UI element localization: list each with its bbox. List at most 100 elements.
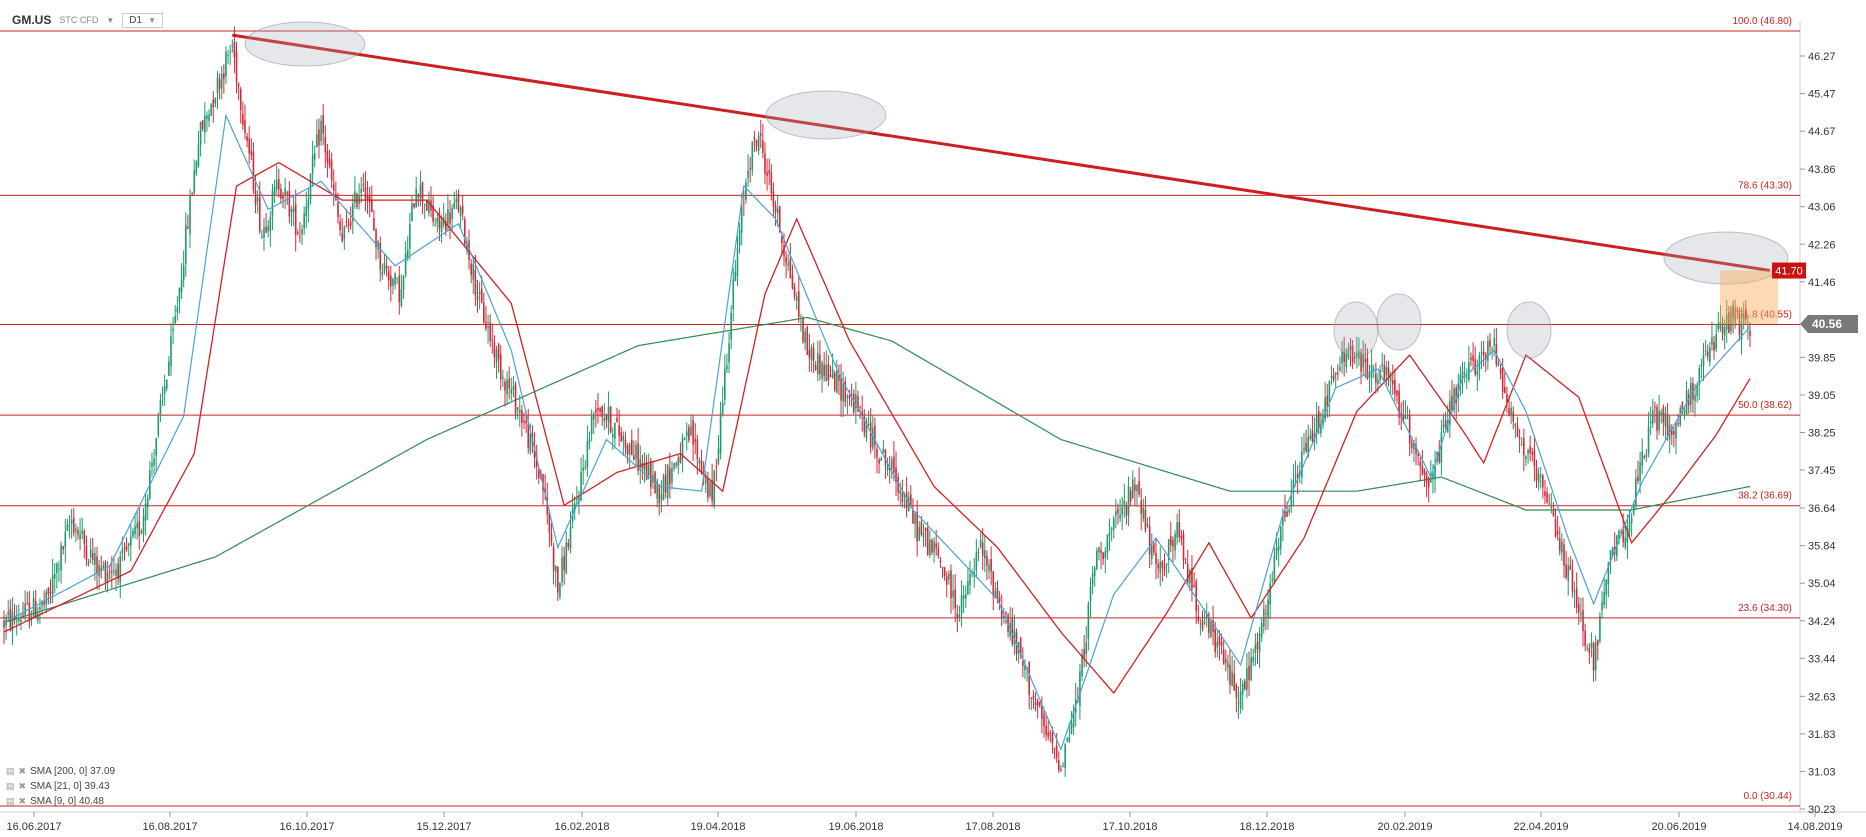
symbol-label[interactable]: GM.US bbox=[12, 13, 52, 27]
candle-body bbox=[840, 377, 842, 401]
legend-item[interactable]: ▤ ✖ SMA [21, 0] 39.43 bbox=[6, 779, 115, 794]
y-tick-label: 32.63 bbox=[1808, 691, 1836, 703]
candle-body bbox=[1383, 365, 1386, 381]
chevron-down-icon: ▼ bbox=[148, 15, 156, 25]
candle-body bbox=[1664, 412, 1667, 427]
candle-body bbox=[825, 365, 828, 382]
legend-item[interactable]: ▤ ✖ SMA [9, 0] 40.48 bbox=[6, 794, 115, 809]
candle-body bbox=[66, 524, 69, 531]
candle-body bbox=[535, 454, 538, 467]
candle-body bbox=[170, 336, 172, 367]
candle-body bbox=[1605, 579, 1608, 595]
candle-body bbox=[624, 439, 627, 448]
y-tick-label: 43.06 bbox=[1808, 202, 1836, 214]
candle-body bbox=[108, 571, 111, 573]
candle-body bbox=[497, 343, 500, 360]
candle-body bbox=[174, 316, 177, 324]
candle-body bbox=[1533, 449, 1536, 467]
candle-body bbox=[1315, 415, 1318, 435]
candle-body bbox=[1303, 448, 1305, 451]
sma-200-path bbox=[3, 316, 1751, 624]
candle-body bbox=[231, 45, 234, 47]
candle-body bbox=[548, 512, 551, 533]
candle-body bbox=[1571, 569, 1574, 592]
candle-body bbox=[172, 328, 174, 331]
legend-item[interactable]: ▤ ✖ SMA [200, 0] 37.09 bbox=[6, 764, 115, 779]
candle-body bbox=[1512, 411, 1515, 422]
candle-body bbox=[652, 474, 654, 483]
y-tick-label: 39.05 bbox=[1808, 390, 1836, 402]
close-icon[interactable]: ✖ bbox=[18, 796, 27, 806]
candle-body bbox=[1282, 516, 1284, 526]
candle-body bbox=[284, 188, 286, 196]
candle-body bbox=[111, 571, 113, 574]
candle-body bbox=[1123, 500, 1126, 505]
candle-body bbox=[176, 307, 179, 313]
candle-body bbox=[1719, 321, 1722, 329]
close-icon[interactable]: ✖ bbox=[18, 781, 27, 791]
candle-body bbox=[326, 150, 329, 163]
candle-body bbox=[679, 456, 682, 463]
candle-body bbox=[98, 564, 100, 577]
highlight-ellipse bbox=[1376, 293, 1422, 351]
candle-body bbox=[1419, 461, 1422, 467]
candle-body bbox=[379, 242, 382, 270]
candle-body bbox=[1093, 567, 1096, 576]
candle-body bbox=[280, 188, 282, 199]
candle-body bbox=[1294, 476, 1297, 478]
candle-body bbox=[60, 545, 62, 571]
candle-body bbox=[1660, 411, 1663, 416]
candle-body bbox=[1637, 476, 1639, 481]
candle-body bbox=[766, 172, 768, 176]
edit-icon[interactable]: ▤ bbox=[6, 781, 15, 791]
candle-body bbox=[998, 597, 1001, 602]
candle-body bbox=[1732, 305, 1734, 319]
candle-body bbox=[1347, 349, 1350, 359]
candle-body bbox=[1681, 402, 1684, 410]
candle-body bbox=[726, 365, 728, 370]
candle-body bbox=[1284, 510, 1286, 518]
candle-body bbox=[1136, 485, 1138, 492]
candle-body bbox=[24, 603, 26, 616]
candle-body bbox=[1083, 649, 1085, 658]
candle-body bbox=[220, 73, 223, 89]
candle-body bbox=[375, 229, 377, 248]
y-axis: 46.27 45.47 44.67 43.86 43.06 42.26 41.46 39.85… bbox=[1800, 51, 1836, 816]
candle-body bbox=[1525, 456, 1527, 460]
candle-body bbox=[533, 445, 536, 458]
candle-body bbox=[1394, 380, 1396, 394]
candle-body bbox=[413, 203, 415, 208]
candle-body bbox=[1582, 609, 1584, 632]
candle-body bbox=[567, 542, 570, 548]
candle-body bbox=[717, 448, 720, 464]
candle-body bbox=[888, 468, 891, 471]
candle-body bbox=[85, 545, 88, 560]
candle-body bbox=[1556, 531, 1559, 535]
candle-body bbox=[967, 580, 969, 595]
candle-body bbox=[1210, 621, 1212, 638]
candle-body bbox=[453, 203, 456, 209]
chevron-down-icon[interactable]: ▼ bbox=[106, 15, 115, 25]
edit-icon[interactable]: ▤ bbox=[6, 766, 15, 776]
candle-body bbox=[609, 406, 612, 433]
candle-body bbox=[1260, 622, 1263, 637]
candle-body bbox=[1396, 390, 1398, 396]
candle-body bbox=[223, 73, 225, 80]
candle-body bbox=[428, 199, 430, 214]
close-icon[interactable]: ✖ bbox=[18, 766, 27, 776]
edit-icon[interactable]: ▤ bbox=[6, 796, 15, 806]
candle-body bbox=[1062, 765, 1064, 767]
candle-body bbox=[1711, 337, 1713, 345]
candle-body bbox=[1749, 330, 1751, 336]
candle-body bbox=[586, 441, 589, 468]
annotations: 41.70 40.56 bbox=[232, 21, 1858, 359]
candle-body bbox=[1482, 351, 1485, 356]
candle-body bbox=[1673, 430, 1675, 435]
candle-body bbox=[195, 161, 198, 173]
candle-body bbox=[53, 573, 56, 579]
candle-body bbox=[62, 546, 64, 550]
candle-body bbox=[444, 220, 447, 231]
timeframe-select[interactable]: D1 ▼ bbox=[122, 12, 163, 28]
candle-body bbox=[1205, 613, 1208, 617]
